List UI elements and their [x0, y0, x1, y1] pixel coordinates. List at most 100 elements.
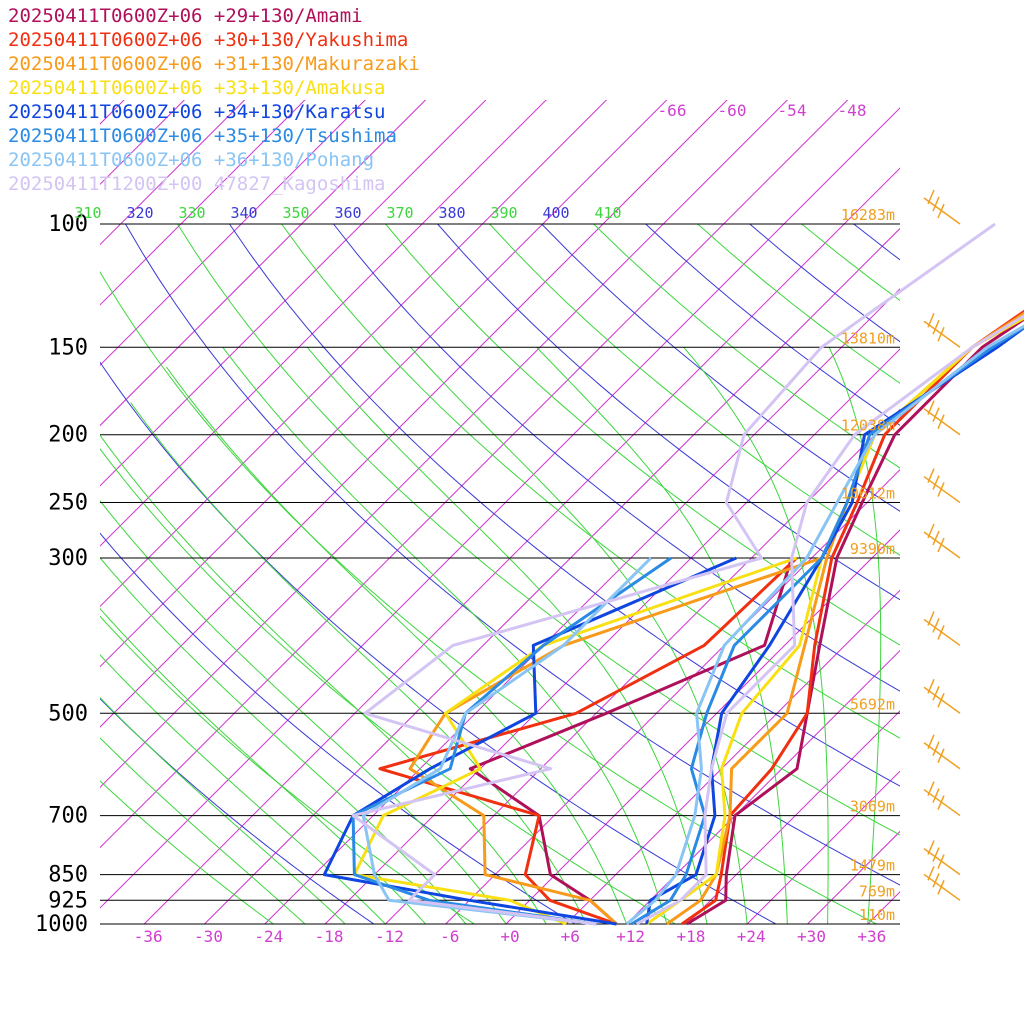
wind-barb-flag	[937, 854, 945, 869]
moist-adiabat-line	[100, 500, 507, 924]
temperature-tick-label: -30	[194, 927, 223, 946]
pressure-label: 200	[48, 423, 88, 448]
wind-barb	[923, 781, 961, 817]
height-label: 12038m	[841, 417, 895, 435]
wind-barb-staff	[923, 531, 961, 559]
wind-barb-staff	[923, 320, 961, 348]
isobar-lines	[100, 223, 900, 925]
wind-barb-flag	[937, 203, 945, 219]
wind-barb-staff	[923, 475, 961, 504]
isotherm-line	[626, 649, 900, 924]
wind-barb-staff	[923, 408, 961, 436]
theta-label: 370	[386, 204, 413, 222]
wind-barb	[923, 840, 961, 876]
wind-barb-flag	[927, 611, 935, 626]
isotherm-label: -54	[778, 101, 807, 120]
wind-barb	[923, 523, 961, 559]
wind-barb-flag	[927, 840, 935, 855]
theta-label: 410	[594, 204, 621, 222]
height-label: 769m	[859, 882, 895, 900]
legend-entry: 20250411T1200Z+00 47827_Kagoshima	[8, 173, 386, 195]
pressure-label: 925	[48, 888, 88, 913]
pressure-label: 850	[48, 863, 88, 888]
wind-barb-flag	[932, 685, 940, 701]
wind-barb	[923, 312, 961, 348]
wind-barb-flag	[932, 847, 940, 862]
isotherm-line	[204, 227, 900, 924]
theta-label: 330	[178, 204, 205, 222]
moist-adiabat-line	[306, 346, 708, 924]
dewpoint-line-1	[468, 557, 794, 926]
wind-barb	[923, 611, 961, 647]
pressure-label: 300	[48, 546, 88, 571]
temperature-tick-label: -12	[375, 927, 404, 946]
sounding-profiles	[322, 222, 1024, 926]
moist-adiabat-line	[222, 346, 668, 924]
moist-adiabat-line	[100, 434, 547, 924]
wind-barb-flag	[932, 741, 940, 757]
legend-entry: 20250411T0600Z+06 +29+130/Amami	[8, 5, 363, 27]
moist-adiabat-line	[100, 607, 426, 924]
moist-adiabat-line	[130, 402, 587, 924]
theta-label: 400	[542, 204, 569, 222]
temperature-line-2	[681, 309, 1024, 926]
moist-adiabat-line	[536, 346, 788, 924]
axis-labels: 100 16283m 150 13810m 200 12038m 250 10612m 300 9…	[35, 101, 895, 946]
height-label: 5692m	[850, 695, 895, 713]
theta-label: 360	[334, 204, 361, 222]
dewpoint-line-2	[378, 556, 798, 926]
pressure-label: 700	[48, 804, 88, 829]
temperature-line-6	[630, 325, 1024, 926]
wind-barb-flag	[927, 189, 935, 205]
wind-barb-flag	[937, 625, 945, 640]
moist-adiabat-line	[100, 696, 346, 924]
wind-barb-flag	[927, 523, 935, 539]
wind-barb-flag	[937, 880, 945, 895]
isotherm-line	[505, 529, 900, 924]
wind-barb-flag	[937, 326, 945, 342]
theta-label: 310	[74, 204, 101, 222]
wind-barb-staff	[923, 788, 961, 817]
wind-barb-flag	[932, 407, 940, 423]
legend-entry: 20250411T0600Z+06 +33+130/Amakusa	[8, 77, 386, 99]
temperature-tick-label: +6	[561, 927, 580, 946]
wind-barb	[923, 468, 961, 504]
temperature-tick-label: +0	[500, 927, 519, 946]
temperature-tick-label: -36	[134, 927, 163, 946]
wind-barb-flag	[927, 468, 935, 483]
wind-barb-flag	[937, 748, 945, 764]
wind-barb-flag	[937, 414, 945, 430]
wind-barb	[923, 400, 961, 436]
height-label: 16283m	[841, 206, 895, 224]
chart-legend: 20250411T0600Z+06 +29+130/Amami 20250411T…	[8, 4, 420, 196]
pressure-label: 250	[48, 491, 88, 516]
legend-entry: 20250411T0600Z+06 +31+130/Makurazaki	[8, 53, 420, 75]
wind-barb-staff	[923, 742, 961, 770]
temperature-tick-label: +24	[737, 927, 766, 946]
wind-barb-staff	[923, 197, 961, 225]
wind-barb-staff	[923, 618, 961, 647]
moist-adiabat-line	[683, 346, 829, 924]
theta-label: 320	[126, 204, 153, 222]
wind-barb-flag	[932, 319, 940, 335]
pressure-label: 150	[48, 335, 88, 360]
temperature-tick-label: +18	[676, 927, 705, 946]
wind-barb-flag	[927, 312, 935, 328]
theta-label: 350	[282, 204, 309, 222]
temperature-line-8	[635, 314, 1024, 926]
height-label: 9390m	[850, 540, 895, 558]
legend-entry: 20250411T0600Z+06 +35+130/Tsushima	[8, 125, 397, 147]
temperature-line-1	[686, 317, 1024, 926]
wind-barb-flag	[927, 866, 935, 881]
theta-label: 380	[438, 204, 465, 222]
dewpoint-line-4	[352, 556, 798, 926]
wind-barb	[923, 866, 961, 901]
wind-barb-flag	[927, 781, 935, 796]
wind-barb-flag	[932, 788, 940, 803]
isotherm-label: -48	[838, 101, 867, 120]
height-label: 1479m	[850, 857, 895, 875]
temperature-tick-label: +30	[797, 927, 826, 946]
wind-barb-flag	[937, 692, 945, 708]
wind-barbs	[923, 189, 961, 901]
